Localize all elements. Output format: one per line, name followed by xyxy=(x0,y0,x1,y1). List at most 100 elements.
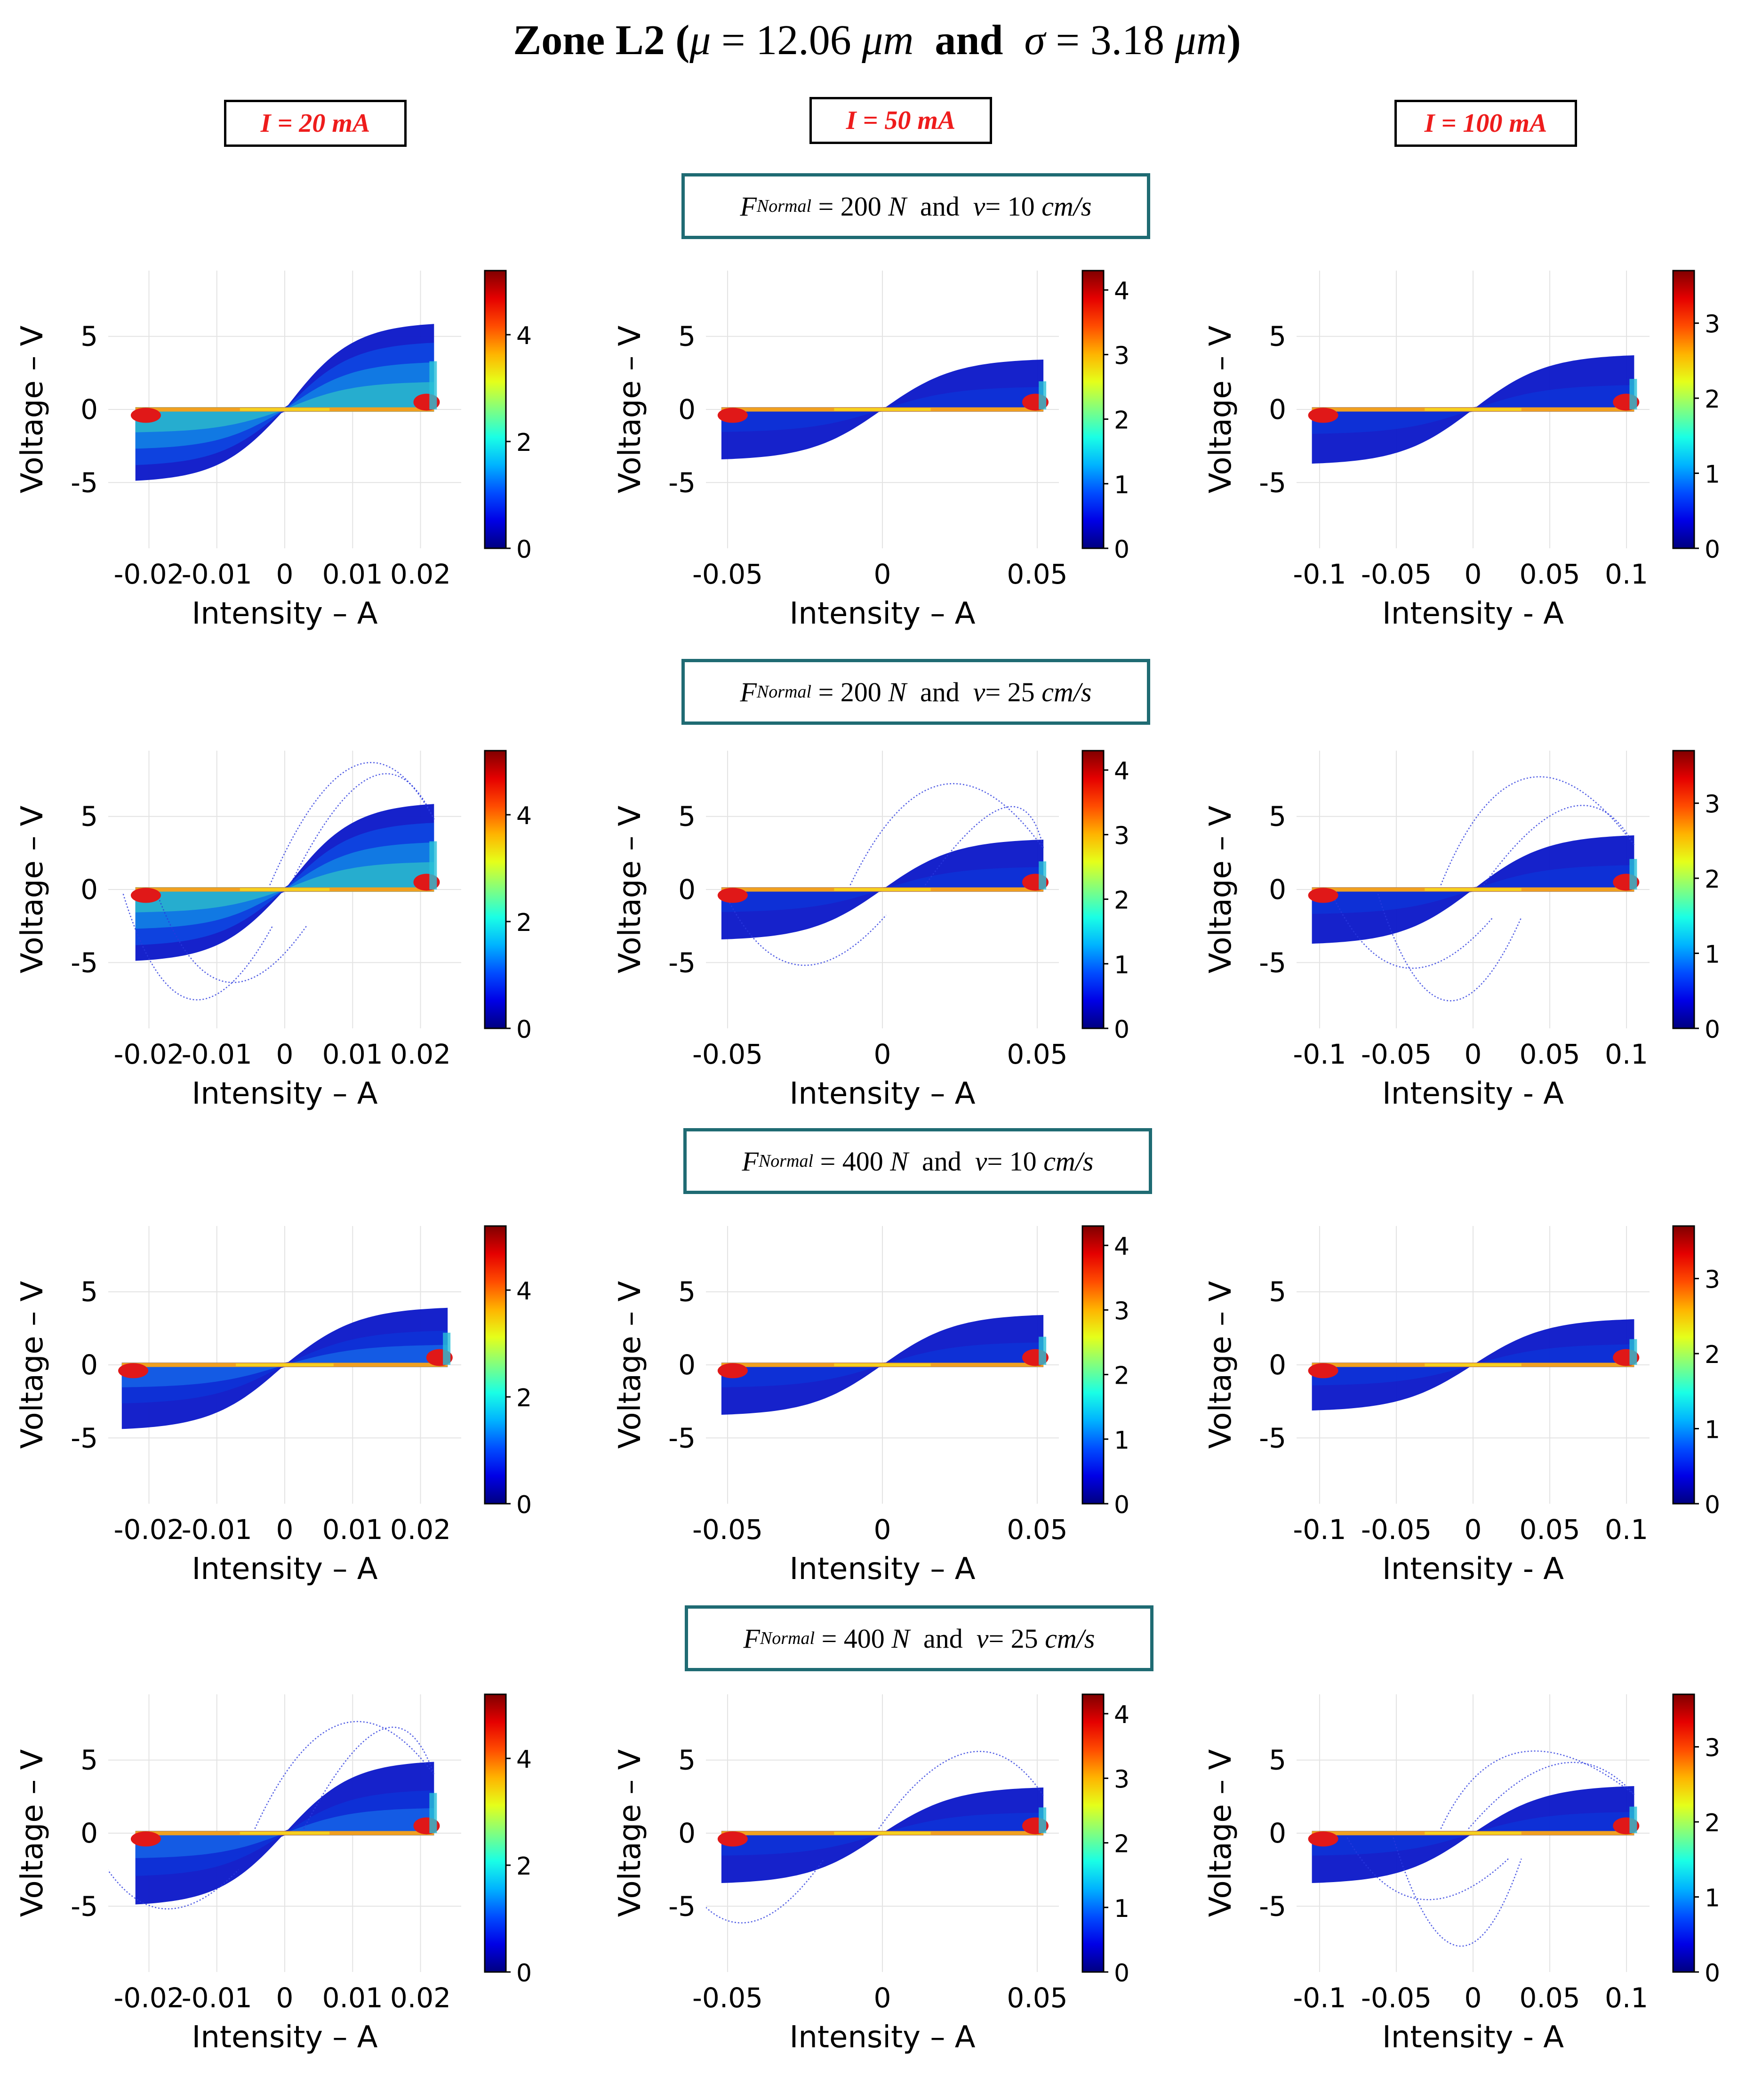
cloud-band xyxy=(135,382,434,433)
chart-svg: -0.1 -0.05 0 0.05 0.1 5 0 -5 Intensity - A Voltag… xyxy=(1203,750,1720,1111)
y-tick-label: 5 xyxy=(678,1276,696,1308)
x-tick-label: 0.02 xyxy=(390,1038,451,1070)
edge-band xyxy=(1039,1337,1047,1365)
data-cloud xyxy=(1308,355,1640,464)
hot-line xyxy=(717,1807,1049,1847)
y-tick-label: -5 xyxy=(668,466,696,498)
x-tick-label: 0 xyxy=(276,1982,294,2014)
colorbar xyxy=(1672,1693,1695,1973)
colorbar-tick-label: 1 xyxy=(1114,1895,1129,1923)
loop-trace xyxy=(1468,1762,1635,1829)
loop-trace xyxy=(706,1858,825,1924)
x-tick-label: 0.05 xyxy=(1007,1038,1067,1070)
edge-band xyxy=(1039,861,1047,890)
x-tick-label: -0.01 xyxy=(182,1982,252,2014)
hot-line xyxy=(717,381,1049,423)
hot-spot-left xyxy=(717,888,748,903)
y-tick-label: 5 xyxy=(80,321,98,353)
colorbar-tick-label: 2 xyxy=(1114,887,1129,915)
x-tick-label: 0.1 xyxy=(1605,1982,1648,2014)
loop-trace xyxy=(122,893,273,1001)
colorbar xyxy=(1081,270,1105,549)
colorbar xyxy=(484,1225,507,1505)
y-axis-label: Voltage – V xyxy=(15,1749,50,1917)
colorbar-tick-label: 2 xyxy=(1705,1809,1720,1837)
colorbar xyxy=(484,270,507,549)
y-tick-label: 5 xyxy=(1269,321,1286,353)
colorbar-tick-label: 2 xyxy=(1114,407,1129,435)
colorbar-tick-label: 2 xyxy=(1705,1341,1720,1369)
loop-trace xyxy=(1393,1837,1522,1947)
y-axis-label: Voltage – V xyxy=(1203,326,1238,494)
x-tick-label: -0.02 xyxy=(113,1038,184,1070)
x-tick-label: 0 xyxy=(874,558,891,590)
x-tick-label: 0.02 xyxy=(390,1982,451,2014)
colorbar-tick-label: 0 xyxy=(516,1959,532,1988)
chart-svg: -0.02-0.01 0 0.01 0.02 5 0 -5 Intensity – A Volt… xyxy=(15,750,532,1111)
x-tick-label: 0.02 xyxy=(390,558,451,590)
edge-band xyxy=(1629,1806,1637,1833)
y-tick-label: -5 xyxy=(71,946,98,978)
x-tick-label: -0.05 xyxy=(692,1038,763,1070)
y-axis-label: Voltage – V xyxy=(15,806,50,974)
cloud-band xyxy=(135,862,434,913)
x-tick-label: -0.05 xyxy=(1361,1982,1432,2014)
y-tick-label: -5 xyxy=(71,1890,98,1922)
x-axis-label: Intensity - A xyxy=(1382,1552,1564,1587)
x-tick-label: 0 xyxy=(276,1038,294,1070)
hot-line xyxy=(1308,379,1640,423)
y-tick-label: 0 xyxy=(678,874,696,906)
x-axis-label: Intensity – A xyxy=(789,1076,975,1111)
plot-r2-c1: -0.02 -0.01 0 0.01 0.02 5 0 -5 Intensity – A Volt… xyxy=(9,737,551,1151)
x-tick-label: -0.02 xyxy=(113,1982,184,2014)
x-tick-label: 0 xyxy=(874,1514,891,1546)
data-cloud xyxy=(717,783,1049,966)
x-tick-label: 0 xyxy=(1465,1038,1482,1070)
data-cloud xyxy=(1308,1750,1640,1947)
y-axis-label: Voltage – V xyxy=(1203,1749,1238,1917)
y-tick-label: 5 xyxy=(80,1276,98,1308)
x-tick-label: -0.02 xyxy=(113,1514,184,1546)
x-tick-label: -0.02 xyxy=(113,558,184,590)
chart-svg: -0.1 -0.05 0 0.05 0.1 5 0 -5 Intensity - A Voltag… xyxy=(1203,1693,1720,2055)
plot-r4-c2: -0.05 0 0.05 5 0 -5 Intensity – A Voltage – V 0 1… xyxy=(607,1680,1148,2094)
x-tick-label: 0.01 xyxy=(322,1514,383,1546)
current-label-100ma: I = 100 mA xyxy=(1394,100,1577,147)
x-tick-label: 0.05 xyxy=(1007,558,1067,590)
x-axis-label: Intensity – A xyxy=(192,1076,377,1111)
colorbar-tick-label: 2 xyxy=(1705,866,1720,894)
colorbar-tick-label: 3 xyxy=(1114,1765,1129,1794)
colorbar-tick-label: 4 xyxy=(1114,1233,1129,1261)
y-tick-label: 5 xyxy=(1269,1744,1286,1776)
colorbar-tick-label: 3 xyxy=(1705,1266,1720,1294)
colorbar-tick-label: 0 xyxy=(516,1016,532,1044)
x-tick-label: -0.1 xyxy=(1293,1514,1346,1546)
colorbar-tick-label: 2 xyxy=(516,1852,532,1881)
plot-r2-c2: -0.05 0 0.05 5 0 -5 Intensity – A Voltage – V 0 1… xyxy=(607,737,1148,1151)
colorbar-tick-label: 2 xyxy=(1705,385,1720,414)
chart-svg: -0.05 0 0.05 5 0 -5 Intensity – A Voltage – V 0 1… xyxy=(613,1693,1129,2055)
x-tick-label: 0.05 xyxy=(1007,1982,1067,2014)
colorbar-tick-label: 4 xyxy=(516,1746,532,1774)
loop-trace xyxy=(1440,776,1635,886)
current-label-20ma: I = 20 mA xyxy=(224,100,407,147)
colorbar-tick-label: 0 xyxy=(1705,536,1720,564)
data-cloud xyxy=(122,762,440,1001)
edge-band xyxy=(1629,859,1637,890)
colorbar-tick-label: 0 xyxy=(1114,1016,1129,1044)
y-tick-label: -5 xyxy=(71,466,98,498)
loop-trace xyxy=(1346,1837,1509,1900)
colorbar-tick-label: 2 xyxy=(516,429,532,457)
y-axis-label: Voltage – V xyxy=(1203,1281,1238,1449)
x-axis-label: Intensity – A xyxy=(789,2020,975,2055)
hot-spot-left xyxy=(1308,1363,1338,1379)
colorbar-tick-label: 4 xyxy=(516,1277,532,1306)
x-tick-label: 0.1 xyxy=(1605,558,1648,590)
x-axis-label: Intensity – A xyxy=(192,1552,377,1587)
plot-r3-c2: -0.05 0 0.05 5 0 -5 Intensity – A Voltage – V 0 1… xyxy=(607,1212,1148,1626)
plot-r3-c1: -0.02 -0.01 0 0.01 0.02 5 0 -5 Intensity – A Volt… xyxy=(9,1212,551,1626)
colorbar-tick-label: 4 xyxy=(1114,757,1129,785)
condition-label-3: F Normal = 400 N and v = 10 cm/s xyxy=(683,1128,1152,1194)
hot-spot-left xyxy=(717,1363,748,1379)
y-tick-label: 5 xyxy=(678,801,696,833)
